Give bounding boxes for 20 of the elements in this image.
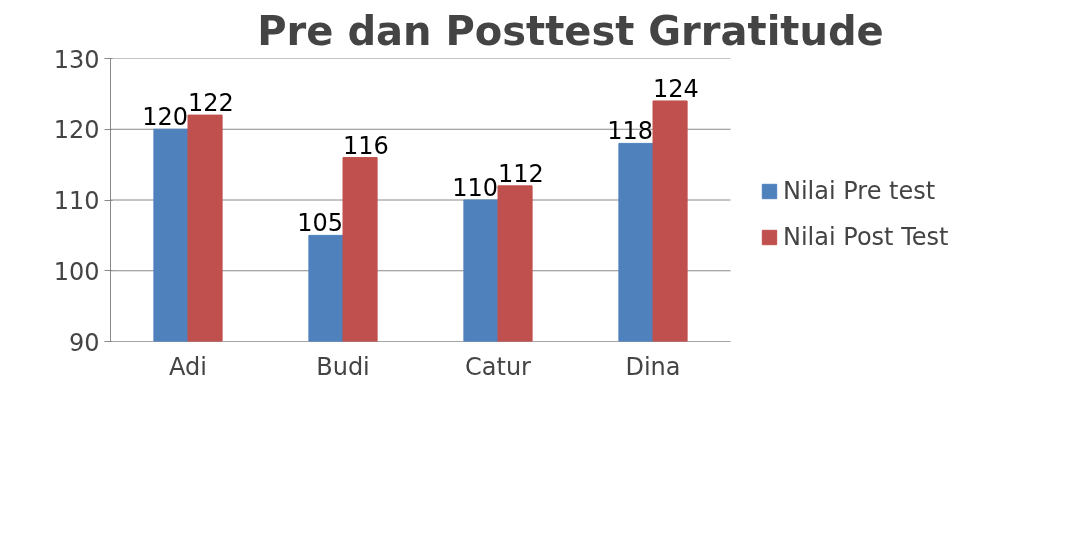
data-label: 110 xyxy=(452,174,498,202)
y-tick-label: 120 xyxy=(53,116,100,145)
data-label: 112 xyxy=(498,159,544,188)
y-tick-label: 90 xyxy=(68,328,100,357)
data-label: 124 xyxy=(653,74,699,103)
legend-label: Nilai Post Test xyxy=(783,223,949,251)
y-tick-label: 130 xyxy=(53,45,100,74)
x-tick-label: Adi xyxy=(169,352,207,381)
y-tick-label: 100 xyxy=(53,257,100,286)
x-tick-label: Catur xyxy=(465,352,532,381)
data-label: 120 xyxy=(142,103,188,132)
data-label: 122 xyxy=(188,89,234,118)
x-tick-label: Budi xyxy=(316,352,370,381)
data-label: 118 xyxy=(607,117,653,146)
data-label: 105 xyxy=(297,209,343,238)
y-tick-label: 110 xyxy=(53,187,100,215)
x-tick-label: Dina xyxy=(625,352,681,381)
legend-label: Nilai Pre test xyxy=(783,177,936,205)
chart-title: Pre dan Posttest Grratitude xyxy=(257,7,884,54)
data-label: 116 xyxy=(343,131,389,160)
